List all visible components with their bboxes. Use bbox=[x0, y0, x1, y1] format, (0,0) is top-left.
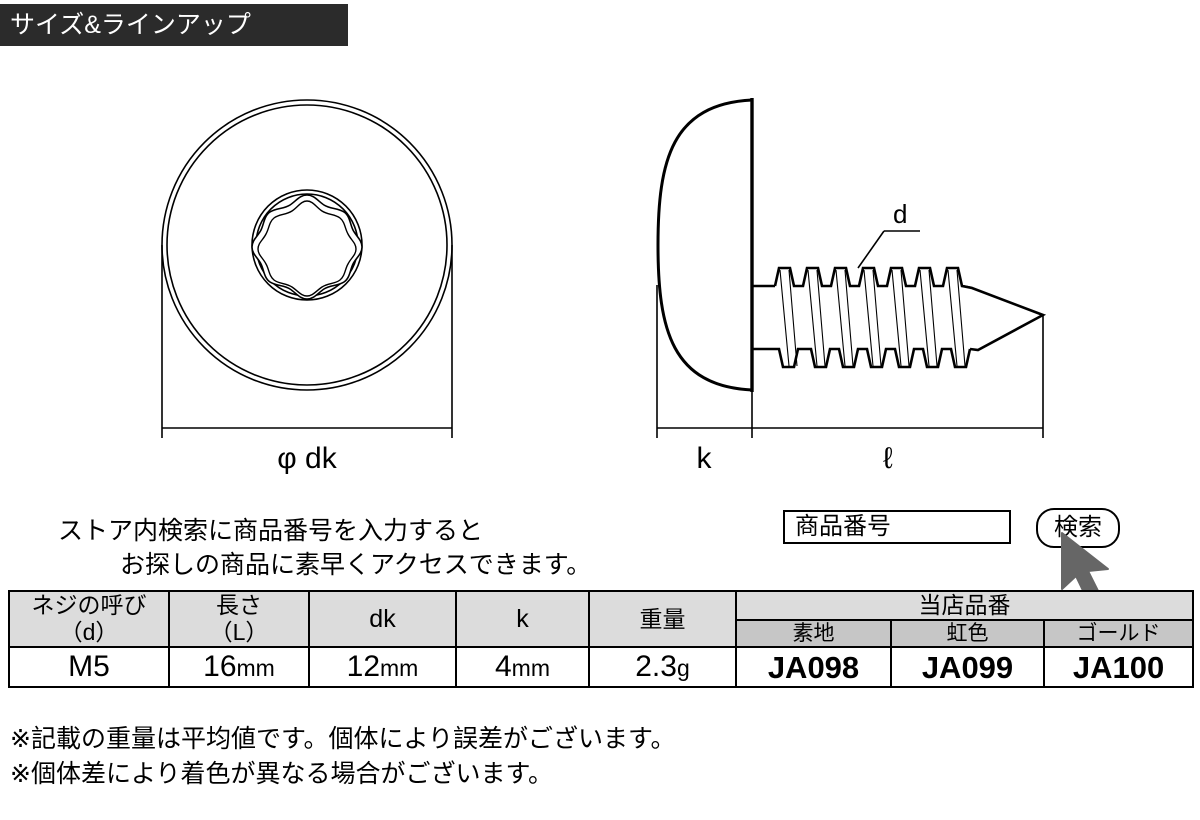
cell-code-plain: JA098 bbox=[735, 646, 892, 688]
value-code-gold: JA100 bbox=[1072, 649, 1165, 685]
header-finish-plain: 素地 bbox=[735, 619, 892, 648]
value-length: 16mm bbox=[203, 650, 275, 683]
search-button-label: 検索 bbox=[1054, 514, 1102, 541]
search-button[interactable]: 検索 bbox=[1036, 508, 1120, 548]
technical-drawing: φ dk bbox=[0, 60, 1200, 480]
table-row: M5 16mm 12mm 4mm 2.3g JA098 JA099 JA100 bbox=[8, 646, 1195, 688]
head-outer-circle-inner bbox=[166, 104, 448, 386]
cell-code-rainbow: JA099 bbox=[890, 646, 1045, 688]
footnotes: ※記載の重量は平均値です。個体により誤差がございます。 ※個体差により着色が異な… bbox=[10, 722, 1190, 792]
header-k: k bbox=[455, 590, 590, 648]
table-header-row-2: 素地 虹色 ゴールド bbox=[9, 619, 1195, 648]
header-screw-name-sub: （d） bbox=[59, 619, 119, 645]
l-dimension-label: ℓ bbox=[883, 442, 893, 475]
header-part-number-group: 当店品番 bbox=[734, 590, 1195, 621]
value-k: 4mm bbox=[494, 650, 550, 683]
header-screw-name-main: ネジの呼び bbox=[31, 592, 147, 618]
header-dk: dk bbox=[308, 590, 457, 648]
header-k-label: k bbox=[516, 605, 529, 633]
header-weight-label: 重量 bbox=[639, 605, 686, 632]
value-dk: 12mm bbox=[346, 650, 419, 683]
search-input[interactable]: 商品番号 bbox=[783, 510, 1011, 544]
search-input-value: 商品番号 bbox=[795, 513, 891, 540]
cell-code-gold: JA100 bbox=[1042, 646, 1195, 688]
cell-k: 4mm bbox=[455, 646, 590, 688]
cell-screw-name: M5 bbox=[8, 646, 170, 688]
header-finish-rainbow-label: 虹色 bbox=[946, 622, 989, 645]
d-leader-label: d bbox=[893, 199, 907, 229]
specification-table: ネジの呼び （d） 長さ （L） dk k 重量 当店品番 素地 bbox=[8, 590, 1195, 688]
header-finish-gold-label: ゴールド bbox=[1076, 622, 1161, 645]
cell-weight: 2.3g bbox=[588, 646, 737, 688]
search-instruction-row: ストア内検索に商品番号を入力すると お探しの商品に素早くアクセスできます。 bbox=[0, 500, 1200, 588]
value-screw-name: M5 bbox=[68, 650, 110, 683]
header-dk-label: dk bbox=[369, 605, 396, 633]
header-part-number-group-label: 当店品番 bbox=[918, 592, 1011, 618]
section-header-bar: サイズ&ラインアップ bbox=[0, 4, 348, 46]
dk-dimension-label: φ dk bbox=[277, 442, 337, 475]
value-code-rainbow: JA099 bbox=[921, 649, 1014, 685]
header-length-main: 長さ bbox=[216, 592, 262, 618]
instruction-line-2: お探しの商品に素早くアクセスできます。 bbox=[120, 551, 592, 579]
k-dimension-label: k bbox=[697, 442, 713, 475]
torx-lobe-profile-inner bbox=[257, 200, 357, 297]
header-finish-rainbow: 虹色 bbox=[890, 619, 1045, 648]
screw-side-view-drawing: d k ℓ bbox=[656, 98, 1047, 475]
header-length: 長さ （L） bbox=[168, 590, 310, 648]
value-weight: 2.3g bbox=[635, 650, 690, 683]
d-leader-line-diagonal bbox=[857, 230, 885, 269]
screw-head-dome bbox=[656, 98, 754, 392]
table-header-row-1: ネジの呼び （d） 長さ （L） dk k 重量 当店品番 bbox=[8, 590, 1195, 648]
header-finish-gold: ゴールド bbox=[1042, 619, 1195, 648]
header-weight: 重量 bbox=[588, 590, 737, 648]
footnote-1: ※記載の重量は平均値です。個体により誤差がございます。 bbox=[10, 725, 676, 753]
screw-top-view-drawing: φ dk bbox=[161, 99, 453, 475]
value-code-plain: JA098 bbox=[767, 649, 860, 685]
header-length-sub: （L） bbox=[209, 619, 269, 645]
cell-length: 16mm bbox=[168, 646, 310, 688]
footnote-2: ※個体差により着色が異なる場合がございます。 bbox=[10, 760, 553, 788]
header-finish-plain-label: 素地 bbox=[792, 622, 835, 645]
header-screw-name: ネジの呼び （d） bbox=[8, 590, 170, 648]
screw-point-tip bbox=[961, 284, 1047, 352]
thread-helix-lines bbox=[779, 269, 966, 367]
page-title: サイズ&ラインアップ bbox=[10, 10, 251, 39]
instruction-line-1: ストア内検索に商品番号を入力すると bbox=[58, 517, 484, 545]
cell-dk: 12mm bbox=[308, 646, 457, 688]
search-instruction-text: ストア内検索に商品番号を入力すると お探しの商品に素早くアクセスできます。 bbox=[58, 514, 591, 582]
torx-lobe-profile-outer bbox=[251, 194, 363, 300]
